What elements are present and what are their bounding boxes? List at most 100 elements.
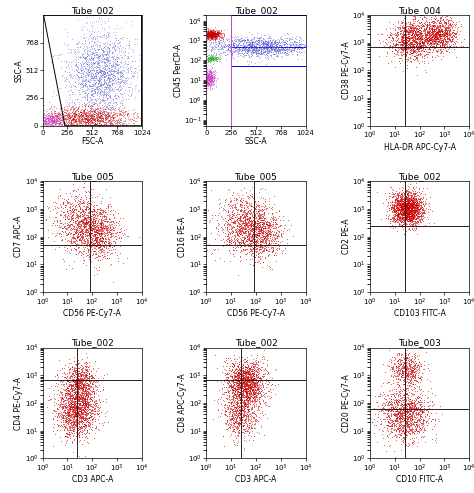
Point	[215, 232, 223, 240]
Point	[273, 44, 280, 52]
Point	[223, 375, 230, 383]
Point	[80, 218, 88, 226]
Point	[81, 392, 89, 400]
Point	[52, 245, 59, 253]
Point	[93, 114, 101, 122]
Point	[387, 201, 394, 209]
Point	[65, 71, 73, 79]
Point	[234, 372, 241, 380]
Point	[410, 363, 418, 371]
Point	[278, 46, 286, 54]
Point	[91, 222, 98, 230]
Point	[424, 39, 432, 47]
Point	[56, 117, 64, 125]
Point	[228, 398, 236, 406]
Point	[50, 113, 57, 121]
Point	[226, 214, 233, 222]
Point	[98, 110, 106, 118]
Point	[57, 116, 64, 124]
Point	[265, 194, 273, 202]
Point	[436, 30, 444, 38]
Point	[236, 428, 243, 436]
Point	[252, 377, 260, 385]
Point	[210, 30, 217, 38]
Point	[77, 384, 85, 391]
Point	[237, 397, 245, 405]
Point	[437, 37, 444, 45]
Point	[396, 199, 403, 207]
Point	[392, 26, 399, 34]
Point	[115, 105, 122, 113]
Point	[397, 353, 404, 361]
Point	[75, 382, 82, 390]
Point	[73, 407, 81, 415]
Point	[83, 229, 91, 237]
Point	[95, 210, 102, 217]
Point	[402, 28, 410, 35]
Point	[404, 193, 411, 201]
Point	[65, 212, 73, 220]
Point	[89, 82, 97, 90]
Point	[51, 120, 59, 128]
Point	[100, 93, 107, 101]
Point	[235, 238, 243, 246]
Point	[64, 416, 71, 423]
Point	[246, 218, 254, 226]
Point	[251, 398, 259, 406]
Point	[244, 192, 251, 200]
Point	[206, 30, 213, 38]
Point	[75, 113, 83, 121]
Point	[116, 68, 123, 76]
Point	[210, 59, 218, 67]
Point	[210, 30, 218, 38]
Point	[237, 47, 245, 55]
Point	[399, 203, 407, 211]
Point	[448, 32, 456, 40]
Point	[228, 419, 235, 426]
Point	[261, 233, 269, 241]
Point	[86, 370, 93, 378]
Point	[87, 224, 95, 232]
Point	[433, 29, 441, 36]
Point	[49, 114, 56, 122]
Point	[90, 401, 98, 409]
Point	[445, 29, 453, 36]
Point	[261, 47, 269, 55]
Point	[257, 216, 264, 224]
Point	[414, 394, 421, 402]
Point	[266, 228, 274, 236]
Point	[90, 434, 98, 442]
Point	[415, 208, 422, 216]
Point	[388, 33, 396, 41]
Point	[233, 226, 241, 234]
Point	[75, 394, 83, 402]
Point	[54, 396, 62, 404]
Point	[413, 71, 420, 79]
Point	[211, 29, 219, 37]
Point	[73, 220, 81, 228]
Point	[86, 372, 94, 380]
Point	[429, 27, 437, 35]
Point	[253, 379, 261, 387]
Point	[446, 29, 453, 36]
Point	[96, 45, 103, 53]
Point	[397, 199, 404, 207]
Point	[62, 414, 69, 422]
Point	[250, 407, 257, 415]
Point	[425, 24, 432, 32]
X-axis label: CD103 FITC-A: CD103 FITC-A	[394, 309, 446, 318]
Point	[247, 424, 255, 432]
Point	[402, 37, 410, 45]
Point	[410, 211, 417, 218]
Point	[268, 374, 276, 382]
Point	[77, 406, 84, 414]
Point	[88, 69, 95, 77]
Point	[432, 23, 439, 31]
Point	[97, 71, 104, 79]
Point	[81, 55, 89, 63]
Point	[439, 41, 447, 49]
Point	[398, 33, 406, 40]
Point	[387, 192, 394, 200]
Point	[413, 27, 421, 35]
Point	[412, 37, 420, 45]
